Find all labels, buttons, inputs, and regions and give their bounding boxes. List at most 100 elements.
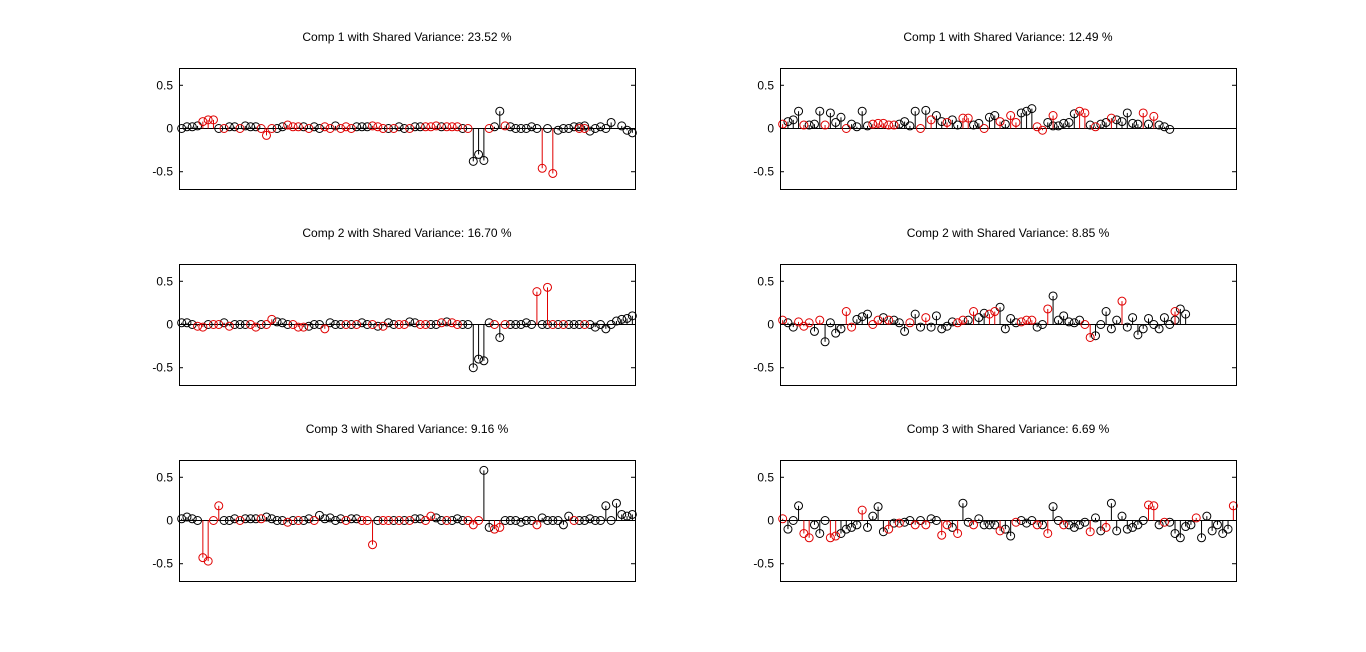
- stem-marker: [304, 514, 314, 524]
- y-tick-label: 0: [166, 318, 173, 332]
- stem-marker: [1064, 117, 1074, 127]
- stem-marker: [627, 509, 637, 519]
- stem-marker: [394, 320, 404, 329]
- stem-marker: [474, 354, 484, 364]
- stem-marker: [1122, 108, 1132, 118]
- stem-marker: [868, 119, 878, 129]
- stem-marker: [463, 516, 473, 525]
- stem-marker: [984, 112, 994, 122]
- stem-marker: [256, 514, 266, 524]
- stem-marker: [873, 502, 883, 512]
- stem-marker: [235, 516, 245, 525]
- subplot-title: Comp 3 with Shared Variance: 6.69 %: [907, 422, 1110, 436]
- stem-marker: [778, 514, 788, 524]
- stem-marker: [240, 514, 250, 524]
- stem-marker: [489, 122, 499, 132]
- stem-marker: [580, 121, 590, 131]
- stem-marker: [1059, 118, 1069, 128]
- stem-marker: [1112, 115, 1122, 125]
- stem-marker: [543, 124, 553, 133]
- stem-marker: [479, 356, 489, 366]
- stem-marker: [558, 320, 568, 329]
- stem-marker: [484, 318, 494, 328]
- stem-marker: [1117, 511, 1127, 521]
- stem-marker: [516, 124, 526, 133]
- stem-marker: [884, 315, 894, 325]
- y-tick-label: -0.5: [152, 165, 173, 179]
- stem-marker: [1085, 332, 1095, 342]
- stem-marker: [1197, 533, 1207, 543]
- stem-marker: [410, 514, 420, 524]
- stem-marker: [831, 117, 841, 127]
- stem-marker: [574, 320, 584, 329]
- stem-marker: [288, 320, 298, 329]
- stem-marker: [452, 514, 462, 524]
- stem-marker: [900, 517, 910, 527]
- stem-marker: [543, 282, 553, 292]
- stem-marker: [251, 322, 261, 332]
- stem-marker: [442, 516, 452, 525]
- stem-marker: [389, 320, 399, 329]
- stem-marker: [627, 311, 637, 321]
- stem-marker: [921, 520, 931, 530]
- stem-marker: [1133, 330, 1143, 340]
- stem-marker: [373, 321, 383, 331]
- stem-marker: [857, 505, 867, 515]
- stem-marker: [341, 122, 351, 132]
- stem-marker: [894, 318, 904, 328]
- stem-marker: [516, 320, 526, 329]
- stem-marker: [1037, 125, 1047, 135]
- stem-marker: [601, 501, 611, 511]
- stem-marker: [230, 122, 240, 132]
- stem-marker: [825, 318, 835, 328]
- stem-marker: [852, 314, 862, 324]
- y-tick-label: -0.5: [753, 361, 774, 375]
- stem-marker: [352, 320, 362, 329]
- stem-marker: [905, 516, 915, 525]
- stem-marker: [431, 513, 441, 523]
- stem-marker: [527, 122, 537, 132]
- stem-marker: [979, 308, 989, 318]
- stem-marker: [825, 108, 835, 118]
- stem-marker: [931, 111, 941, 121]
- stem-marker: [1075, 106, 1085, 116]
- stem-marker: [357, 516, 367, 525]
- stem-marker: [341, 320, 351, 329]
- stem-marker: [1159, 517, 1169, 527]
- stem-marker: [804, 318, 814, 328]
- stem-marker: [1085, 120, 1095, 130]
- stem-marker: [214, 501, 224, 511]
- stem-marker: [942, 321, 952, 331]
- stem-marker: [288, 516, 298, 525]
- stem-marker: [569, 516, 579, 525]
- stem-marker: [240, 121, 250, 131]
- stem-marker: [809, 119, 819, 129]
- stem-marker: [299, 122, 309, 132]
- stem-marker: [373, 516, 383, 525]
- stem-marker: [352, 122, 362, 132]
- stem-marker: [203, 556, 213, 566]
- stem-marker: [931, 311, 941, 321]
- stem-marker: [916, 124, 926, 133]
- stem-marker: [447, 122, 457, 132]
- subplot-4: Comp 2 with Shared Variance: 8.85 % 0.5 0 -…: [753, 226, 1237, 386]
- stem-marker: [1128, 118, 1138, 128]
- stem-marker: [1138, 516, 1148, 525]
- stem-marker: [852, 520, 862, 530]
- stem-marker: [463, 124, 473, 133]
- stem-marker: [177, 124, 187, 133]
- stem-marker: [484, 522, 494, 532]
- stem-marker: [362, 122, 372, 132]
- stem-marker: [341, 516, 351, 525]
- y-tick-label: -0.5: [152, 361, 173, 375]
- stem-marker: [293, 516, 303, 525]
- stem-marker: [463, 320, 473, 329]
- stem-marker: [415, 122, 425, 132]
- stem-marker: [543, 516, 553, 525]
- stem-marker: [516, 517, 526, 527]
- stem-marker: [1043, 528, 1053, 538]
- stem-marker: [1112, 315, 1122, 325]
- y-tick-label: 0.5: [757, 470, 774, 484]
- stem-marker: [937, 324, 947, 334]
- stem-marker: [1032, 322, 1042, 332]
